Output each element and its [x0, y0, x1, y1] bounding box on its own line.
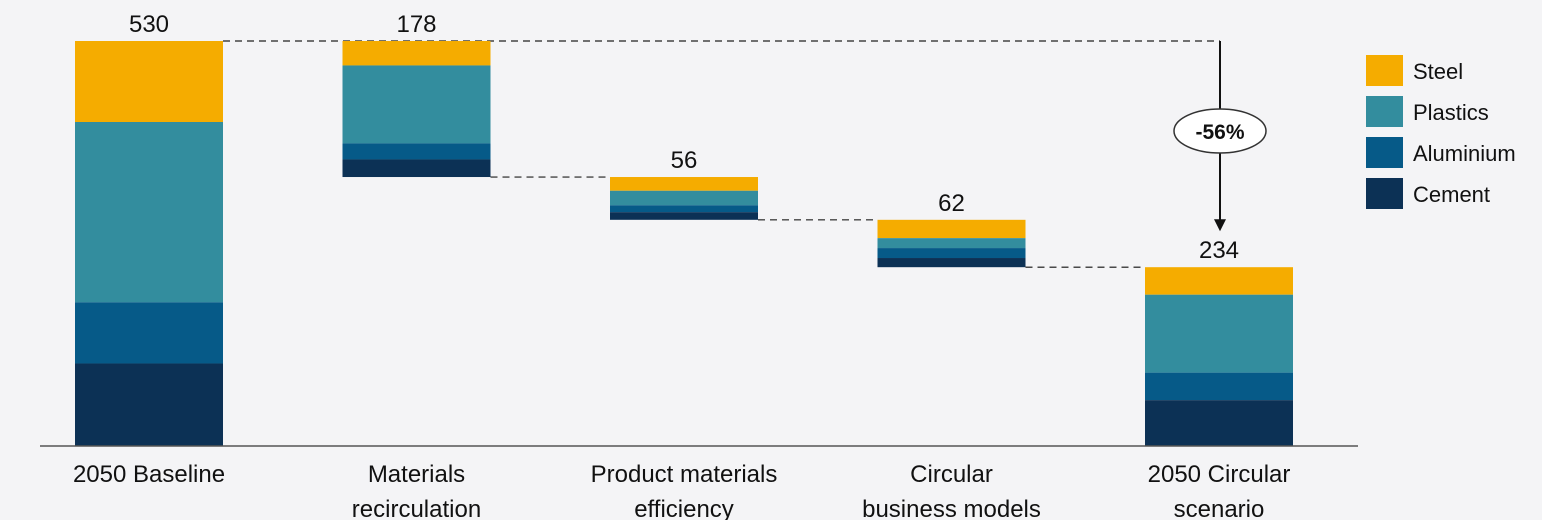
bar-segment-aluminium	[75, 302, 223, 364]
legend-swatch-steel	[1366, 55, 1403, 86]
category-labels: 2050 Baseline Materials recirculation Produ…	[73, 461, 1290, 520]
bar-segment-plastics	[75, 122, 223, 303]
bar-segment-steel	[75, 41, 223, 122]
bar-segment-steel	[877, 219, 1026, 239]
bar-segment-cement	[610, 212, 758, 220]
legend-label-steel: Steel	[1413, 59, 1463, 84]
bar-segment-steel	[342, 41, 491, 66]
category-label: 2050 Circular scenario	[1148, 461, 1291, 520]
legend-swatch-aluminium	[1366, 137, 1403, 168]
bar-segment-aluminium	[877, 248, 1026, 259]
category-label: Circular business models	[862, 461, 1041, 520]
bar-total-label: 234	[1199, 237, 1239, 264]
bar-total-label: 62	[938, 190, 965, 217]
bar-segment-cement	[342, 159, 491, 178]
bars	[75, 41, 1293, 446]
bar-segment-aluminium	[1145, 372, 1293, 401]
total-labels: 530 178 56 62 234	[129, 11, 1239, 264]
category-label: 2050 Baseline	[73, 461, 225, 488]
bar-segment-aluminium	[342, 143, 491, 160]
bar-total-label: 56	[671, 147, 698, 174]
legend: Steel Plastics Aluminium Cement	[1366, 55, 1516, 209]
bar-total-label: 530	[129, 11, 169, 38]
legend-label-plastics: Plastics	[1413, 100, 1489, 125]
bar-segment-steel	[1145, 267, 1293, 295]
category-label: Product materials efficiency	[591, 461, 778, 520]
reduction-annotation: -56%	[1173, 41, 1267, 232]
category-label: Materials recirculation	[352, 461, 481, 520]
legend-swatch-plastics	[1366, 96, 1403, 127]
bar-total-label: 178	[396, 11, 436, 38]
bar-segment-cement	[1145, 400, 1293, 446]
legend-swatch-cement	[1366, 178, 1403, 209]
bar-segment-cement	[877, 258, 1026, 268]
legend-label-cement: Cement	[1413, 182, 1490, 207]
legend-label-aluminium: Aluminium	[1413, 141, 1516, 166]
connector-lines	[223, 40, 1220, 268]
reduction-label: -56%	[1195, 121, 1244, 144]
bar-segment-cement	[75, 363, 223, 446]
bar-segment-plastics	[610, 190, 758, 206]
bar-segment-aluminium	[610, 205, 758, 213]
bar-segment-plastics	[1145, 294, 1293, 373]
bar-segment-plastics	[342, 65, 491, 144]
bar-segment-steel	[610, 177, 758, 191]
bar-segment-plastics	[877, 238, 1026, 249]
reduction-ellipse	[1173, 108, 1267, 154]
reduction-arrow-head	[1214, 219, 1226, 232]
